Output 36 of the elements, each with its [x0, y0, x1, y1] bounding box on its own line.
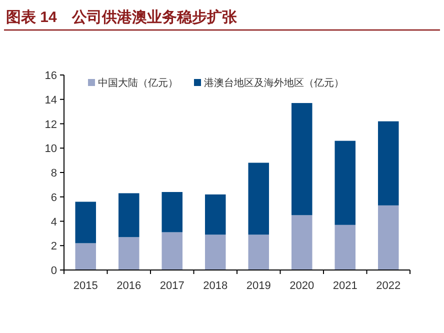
- bar: [204, 194, 226, 235]
- y-tick-label: 14: [44, 94, 57, 106]
- y-tick-label: 8: [50, 168, 57, 180]
- legend-label: 港澳台地区及海外地区（亿元）: [204, 77, 344, 89]
- y-tick-label: 6: [50, 192, 57, 204]
- x-tick-label: 2021: [332, 280, 358, 292]
- chart-title: 图表 14 公司供港澳业务稳步扩张: [6, 8, 238, 26]
- y-tick-label: 0: [50, 265, 57, 277]
- bar: [378, 205, 399, 270]
- bar: [162, 192, 183, 232]
- bar: [75, 243, 96, 270]
- y-tick-label: 2: [50, 240, 57, 253]
- bar: [162, 232, 183, 270]
- bar: [118, 237, 140, 270]
- bar: [75, 202, 96, 244]
- bar: [378, 121, 399, 206]
- bar: [248, 234, 270, 270]
- y-tick-label: 16: [44, 70, 57, 82]
- y-tick-label: 12: [44, 118, 57, 131]
- y-tick-label: 10: [44, 143, 57, 156]
- x-tick-label: 2019: [246, 280, 271, 292]
- bar: [248, 162, 270, 235]
- bar: [334, 140, 356, 225]
- bar: [291, 215, 312, 270]
- x-tick-label: 2018: [203, 280, 228, 292]
- bar: [118, 193, 140, 238]
- x-tick-label: 2020: [290, 280, 314, 292]
- x-tick-label: 2017: [160, 280, 184, 292]
- bar: [291, 103, 312, 216]
- y-tick-label: 4: [50, 216, 57, 228]
- x-tick-label: 2015: [73, 280, 98, 292]
- x-tick-label: 2022: [376, 280, 401, 292]
- bar: [204, 234, 226, 270]
- x-tick-label: 2016: [116, 280, 142, 292]
- legend-label: 中国大陆（亿元）: [98, 77, 178, 89]
- bar: [334, 224, 356, 270]
